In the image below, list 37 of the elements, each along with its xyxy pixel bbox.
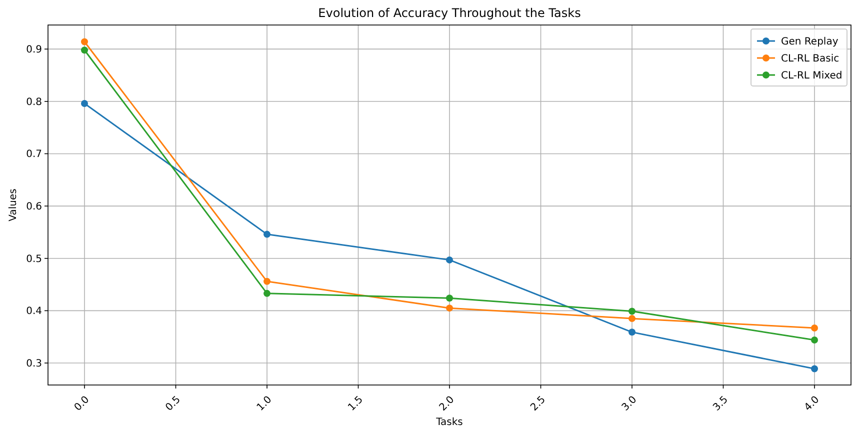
legend-label: CL-RL Mixed [781, 70, 842, 82]
y-tick-label: 0.7 [26, 149, 42, 160]
x-tick-label: 1.0 [255, 394, 274, 414]
y-axis-title: Values [8, 188, 19, 222]
point [81, 100, 88, 107]
x-tick-label: 3.0 [620, 394, 640, 414]
point [446, 294, 453, 302]
x-axis-title: Tasks [435, 417, 463, 428]
x-tick-label: 3.5 [711, 394, 730, 414]
y-tick-label: 0.8 [26, 96, 42, 108]
legend-label: Gen Replay [781, 36, 838, 48]
point [628, 315, 636, 322]
point [446, 304, 453, 312]
y-tick-label: 0.3 [26, 358, 42, 370]
point [628, 308, 636, 315]
chart-title: Evolution of Accuracy Throughout the Tasks [318, 6, 581, 20]
x-tick-label: 2.5 [528, 394, 548, 414]
x-tick-label: 1.5 [346, 394, 366, 414]
point [811, 324, 818, 332]
legend-label: CL-RL Basic [781, 54, 840, 64]
y-tick-label: 0.4 [26, 306, 42, 318]
point [811, 336, 818, 344]
point [264, 290, 270, 297]
x-tick-label: 4.0 [802, 394, 822, 414]
point [628, 328, 636, 336]
point [264, 278, 270, 285]
point [81, 38, 88, 46]
y-tick-label: 0.5 [26, 254, 42, 265]
x-tick-label: 0.5 [164, 394, 183, 414]
y-tick-label: 0.6 [26, 202, 42, 213]
point [81, 46, 88, 54]
x-tick-label: 2.0 [438, 394, 457, 414]
point [811, 365, 818, 372]
x-tick-label: 0.0 [72, 394, 92, 414]
point [446, 256, 453, 264]
point [264, 230, 270, 238]
y-tick-label: 0.9 [26, 44, 42, 56]
